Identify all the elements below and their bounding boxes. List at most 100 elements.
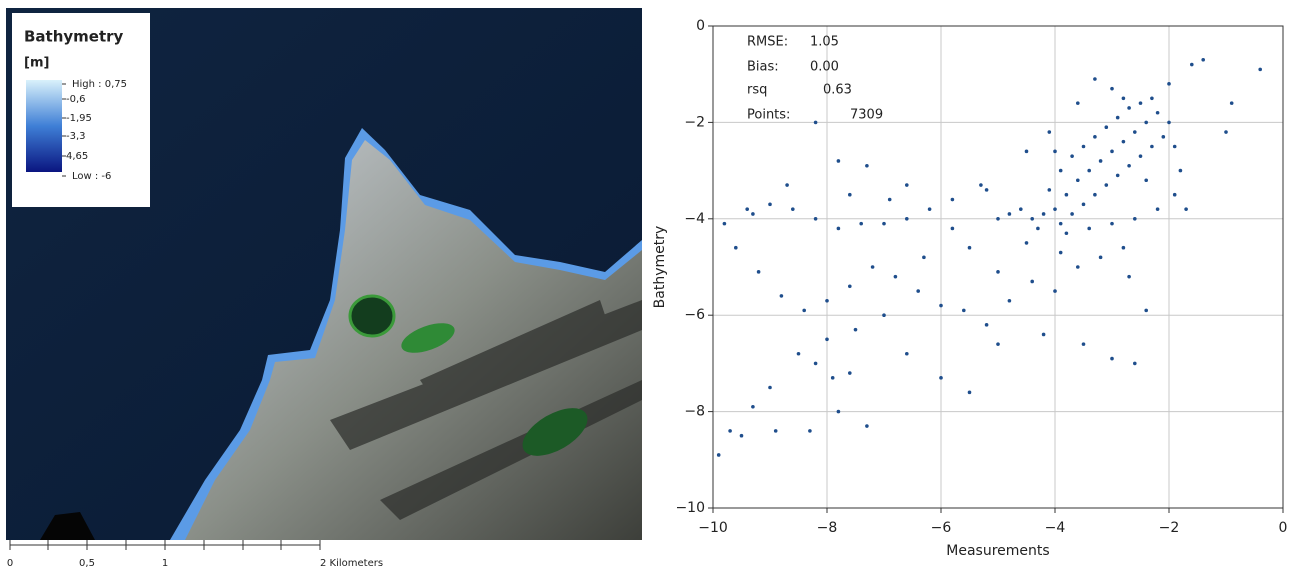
- annotation: rsq: [747, 83, 767, 98]
- point: [1133, 217, 1137, 221]
- point: [882, 313, 886, 317]
- annotation: Points:: [747, 108, 790, 123]
- point: [1116, 116, 1120, 120]
- point: [854, 328, 858, 332]
- point: [996, 270, 1000, 274]
- point: [865, 164, 869, 168]
- point: [1105, 125, 1109, 129]
- point: [905, 183, 909, 187]
- point: [882, 222, 886, 226]
- legend-label: Low : -6: [72, 171, 111, 182]
- point: [1019, 207, 1023, 211]
- point: [951, 198, 955, 202]
- y-tick-label: −10: [675, 500, 705, 516]
- point: [905, 352, 909, 356]
- point: [1025, 150, 1029, 154]
- point: [968, 246, 972, 250]
- plot-area: [713, 26, 1283, 508]
- point: [1179, 169, 1183, 173]
- point: [780, 294, 784, 298]
- y-axis-label: Bathymetry: [652, 226, 668, 309]
- point: [837, 410, 841, 414]
- point: [1144, 121, 1148, 125]
- point: [802, 309, 806, 313]
- point: [808, 429, 812, 433]
- point: [1099, 159, 1103, 163]
- point: [928, 207, 932, 211]
- point: [814, 362, 818, 366]
- x-tick-label: −8: [817, 520, 838, 536]
- point: [1144, 178, 1148, 182]
- point: [888, 198, 892, 202]
- point: [1036, 227, 1040, 231]
- legend-unit: [m]: [24, 56, 49, 71]
- point: [791, 207, 795, 211]
- point: [757, 270, 761, 274]
- y-tick-label: 0: [696, 18, 705, 34]
- point: [1048, 130, 1052, 134]
- point: [1139, 154, 1143, 158]
- annotation: 7309: [850, 108, 883, 123]
- point: [1184, 207, 1188, 211]
- scale-label: 0: [7, 558, 13, 569]
- point: [1093, 135, 1097, 139]
- point: [1144, 309, 1148, 313]
- point: [922, 256, 926, 260]
- point: [1116, 174, 1120, 178]
- point: [1127, 164, 1131, 168]
- x-tick-label: −10: [698, 520, 728, 536]
- page: Bathymetry [m] High : 0,75-0,6-1,95-3,34…: [0, 0, 1295, 571]
- point: [1076, 101, 1080, 105]
- point: [985, 323, 989, 327]
- y-tick-label: −2: [684, 114, 705, 130]
- point: [1048, 188, 1052, 192]
- point: [1150, 145, 1154, 149]
- legend-label: -0,6: [66, 94, 86, 105]
- annotation: RMSE:: [747, 35, 788, 50]
- annotation: 0.00: [810, 60, 839, 75]
- point: [745, 207, 749, 211]
- color-ramp: [26, 80, 62, 172]
- point: [1030, 217, 1034, 221]
- point: [1122, 246, 1126, 250]
- scatter-chart: −10−8−6−4−20−10−8−6−4−20MeasurementsBath…: [652, 18, 1287, 559]
- point: [1093, 77, 1097, 81]
- point: [1087, 227, 1091, 231]
- scale-label: 2 Kilometers: [320, 558, 383, 569]
- point: [1230, 101, 1234, 105]
- point: [1042, 212, 1046, 216]
- point: [825, 338, 829, 342]
- point: [1224, 130, 1228, 134]
- point: [751, 212, 755, 216]
- point: [1156, 111, 1160, 115]
- point: [985, 188, 989, 192]
- point: [774, 429, 778, 433]
- point: [916, 289, 920, 293]
- point: [996, 342, 1000, 346]
- point: [939, 304, 943, 308]
- point: [1053, 289, 1057, 293]
- point: [797, 352, 801, 356]
- point: [1070, 212, 1074, 216]
- point: [939, 376, 943, 380]
- point: [871, 265, 875, 269]
- point: [768, 386, 772, 390]
- scale-label: 0,5: [79, 558, 95, 569]
- legend-label: High : 0,75: [72, 79, 127, 90]
- legend-title: Bathymetry: [24, 28, 124, 46]
- point: [1190, 63, 1194, 67]
- point: [723, 222, 727, 226]
- point: [848, 193, 852, 197]
- point: [1127, 106, 1131, 110]
- point: [1059, 251, 1063, 255]
- point: [1076, 178, 1080, 182]
- point: [1150, 97, 1154, 101]
- point: [859, 222, 863, 226]
- y-tick-label: −8: [684, 404, 705, 420]
- point: [1008, 299, 1012, 303]
- point: [951, 227, 955, 231]
- lake: [350, 296, 394, 336]
- point: [905, 217, 909, 221]
- point: [1258, 68, 1262, 72]
